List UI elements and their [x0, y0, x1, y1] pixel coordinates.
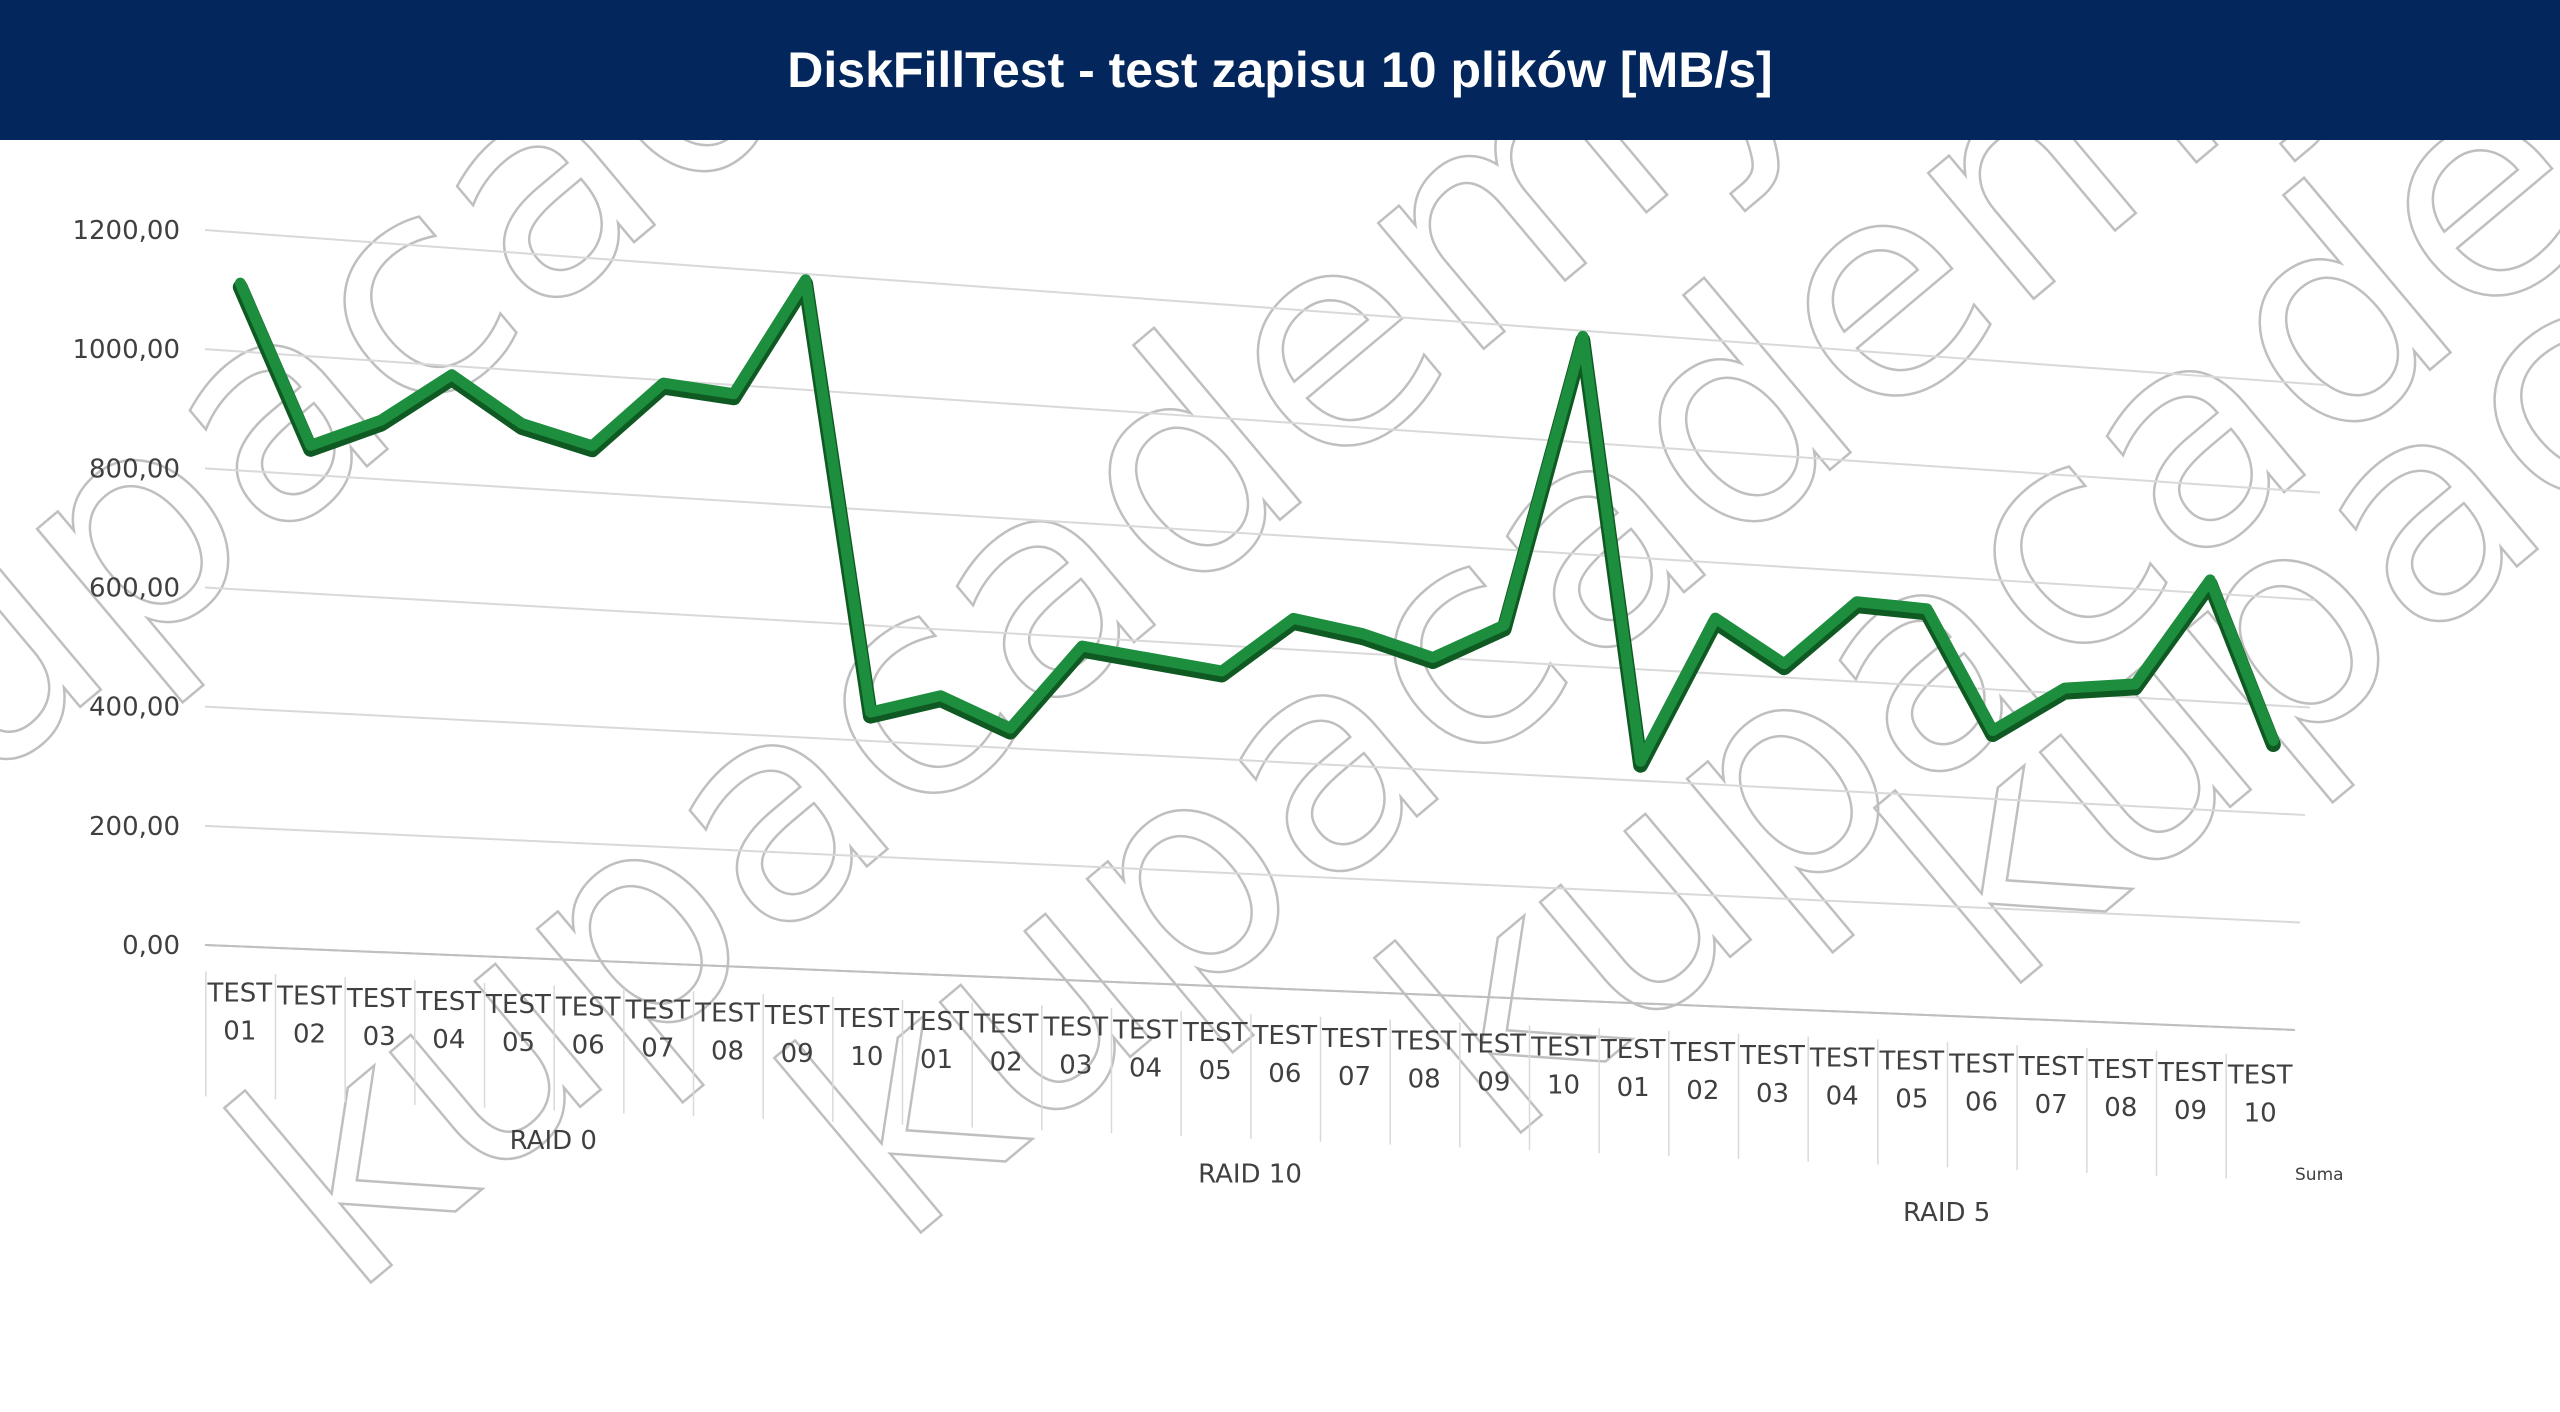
x-tick-label: TEST 02 [276, 981, 342, 1049]
y-tick-label: 1000,00 [72, 335, 180, 365]
x-tick-label: TEST 03 [1042, 1012, 1108, 1080]
x-tick-label: TEST 10 [1530, 1032, 1596, 1100]
x-tick-label: TEST 08 [694, 998, 760, 1066]
gridline [204, 348, 2321, 494]
data-point [662, 382, 665, 385]
gridline [204, 824, 2301, 924]
watermark: kupacademy.plkupacademy.plkupacademy.plk… [0, 140, 2560, 1356]
y-tick-label: 0,00 [122, 931, 180, 961]
data-point [1639, 760, 1642, 763]
data-point [1991, 729, 1994, 732]
data-point [520, 422, 523, 425]
data-point [1783, 662, 1786, 665]
data-point [2209, 578, 2212, 581]
chart-title: DiskFillTest - test zapisu 10 plików [MB… [787, 42, 1773, 98]
x-tick-label: TEST 06 [1251, 1021, 1317, 1089]
x-tick-label: TEST 03 [346, 984, 412, 1052]
x-tick-label: TEST 04 [1809, 1044, 1875, 1112]
x-tick-label: TEST 09 [2157, 1058, 2223, 1126]
data-point [591, 444, 594, 447]
x-tick-label: TEST 04 [1112, 1015, 1178, 1083]
gridline [204, 229, 2326, 386]
x-tick-label: TEST 08 [1391, 1027, 1457, 1095]
data-point [2063, 687, 2066, 690]
y-tick-label: 200,00 [89, 812, 180, 842]
data-point [1220, 670, 1223, 673]
data-series [232, 274, 2281, 773]
y-axis: 0,00 200,00 400,00 600,00 800,00 1000,00 1200,… [72, 216, 180, 961]
x-tick-label: TEST 10 [833, 1004, 899, 1072]
x-tick-label: TEST 05 [1182, 1018, 1248, 1086]
x-tick-label: TEST 04 [415, 987, 481, 1055]
data-point [1431, 656, 1434, 659]
x-tick-label: TEST 09 [1460, 1029, 1526, 1097]
x-tick-label: TEST 01 [206, 978, 272, 1046]
x-tick-label: TEST 09 [764, 1001, 830, 1069]
data-point [869, 711, 872, 714]
data-point [1503, 624, 1506, 627]
data-point [1925, 607, 1928, 610]
x-axis-title: Suma [2295, 1165, 2344, 1185]
data-point [939, 694, 942, 697]
x-tick-label: TEST 08 [2087, 1055, 2153, 1123]
series-line [234, 274, 2279, 767]
x-tick-label: TEST 01 [903, 1007, 969, 1075]
x-tick-label: TEST 02 [1669, 1038, 1735, 1106]
data-point [380, 419, 383, 422]
data-point [239, 282, 242, 285]
data-point [450, 373, 453, 376]
data-point [1362, 632, 1365, 635]
y-tick-label: 400,00 [89, 693, 180, 723]
x-tick-label: TEST 10 [2227, 1061, 2293, 1129]
data-point [1292, 617, 1295, 620]
chart-title-bar: DiskFillTest - test zapisu 10 plików [MB… [0, 0, 2560, 140]
data-point [1581, 335, 1584, 338]
y-tick-label: 600,00 [89, 574, 180, 604]
data-point [309, 444, 312, 447]
data-point [1714, 617, 1717, 620]
x-tick-label: TEST 02 [973, 1010, 1039, 1078]
x-tick-label: TEST 06 [1948, 1049, 2014, 1117]
data-point [732, 392, 735, 395]
x-tick-label: TEST 06 [555, 993, 621, 1061]
x-tick-label: TEST 01 [1600, 1035, 1666, 1103]
data-point [1009, 727, 1012, 730]
y-tick-label: 800,00 [89, 454, 180, 484]
x-tick-label: TEST 05 [1878, 1046, 1944, 1114]
x-tick-label: TEST 07 [624, 995, 690, 1063]
gridlines [204, 229, 2326, 1031]
y-tick-label: 1200,00 [72, 216, 180, 246]
x-group-label: RAID 0 [510, 1126, 597, 1156]
x-tick-label: TEST 03 [1739, 1041, 1805, 1109]
gridline [204, 705, 2306, 816]
data-point [2134, 682, 2137, 685]
x-group-label: RAID 5 [1903, 1198, 1990, 1228]
data-point [1150, 657, 1153, 660]
data-point [1855, 600, 1858, 603]
data-point [804, 278, 807, 281]
x-group-label: RAID 10 [1198, 1160, 1302, 1190]
x-axis-line [204, 944, 2296, 1031]
x-tick-label: TEST 05 [485, 990, 551, 1058]
line-chart: kupacademy.plkupacademy.plkupacademy.plk… [0, 140, 2560, 1356]
data-point [2272, 739, 2275, 742]
data-point [1080, 645, 1083, 648]
x-tick-label: TEST 07 [1321, 1024, 1387, 1092]
gridline [204, 467, 2316, 601]
x-tick-label: TEST 07 [2018, 1052, 2084, 1120]
